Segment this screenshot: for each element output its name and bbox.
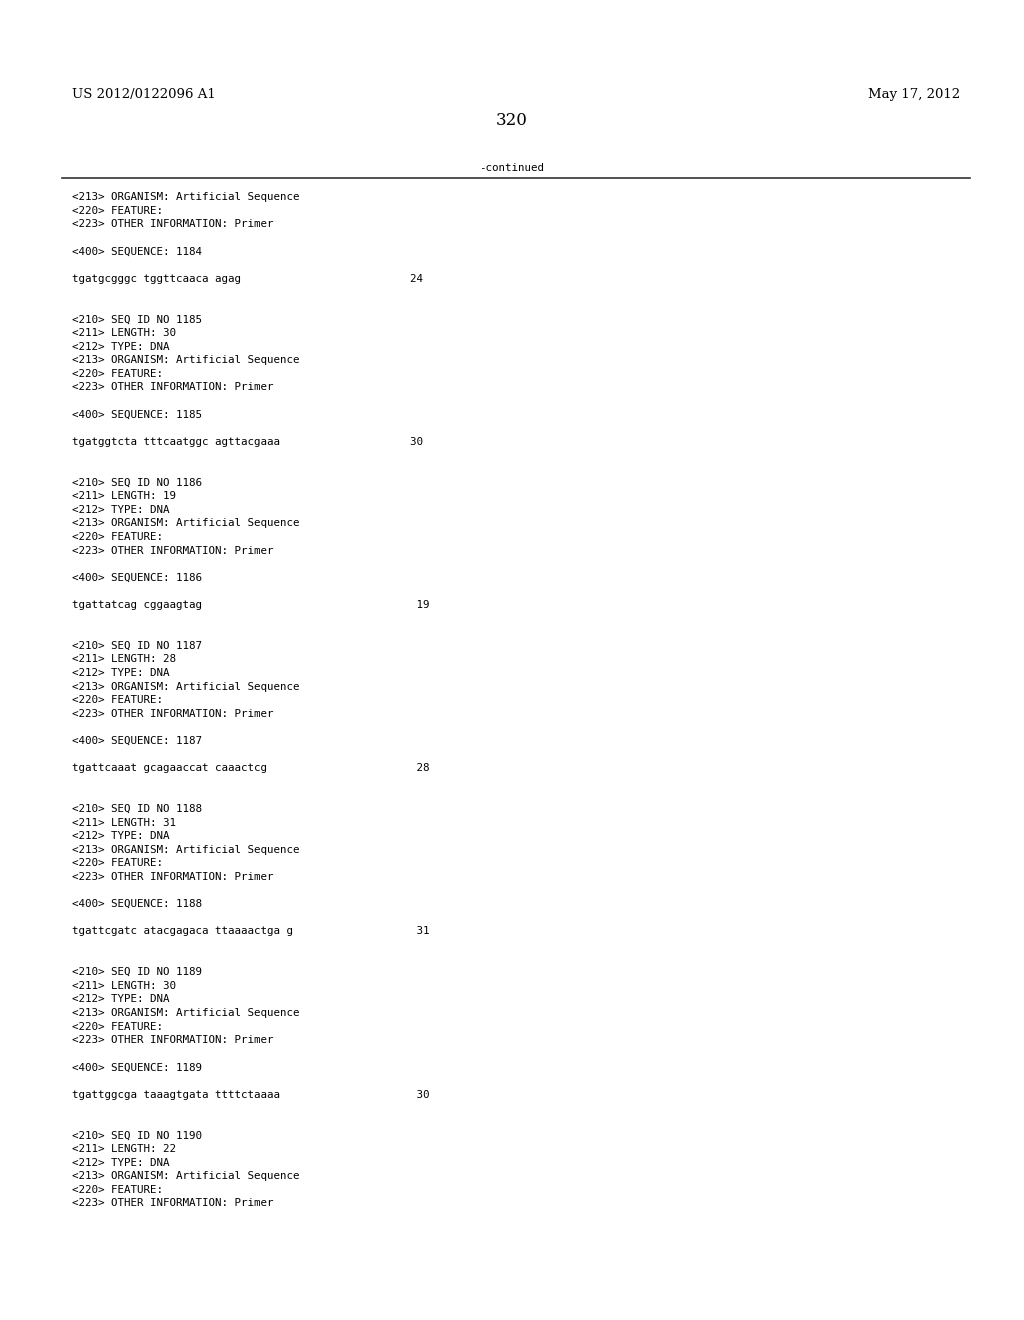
- Text: <220> FEATURE:: <220> FEATURE:: [72, 858, 163, 869]
- Text: -continued: -continued: [479, 162, 545, 173]
- Text: <212> TYPE: DNA: <212> TYPE: DNA: [72, 832, 170, 841]
- Text: <223> OTHER INFORMATION: Primer: <223> OTHER INFORMATION: Primer: [72, 1199, 273, 1208]
- Text: <211> LENGTH: 31: <211> LENGTH: 31: [72, 817, 176, 828]
- Text: <220> FEATURE:: <220> FEATURE:: [72, 532, 163, 543]
- Text: <212> TYPE: DNA: <212> TYPE: DNA: [72, 994, 170, 1005]
- Text: <212> TYPE: DNA: <212> TYPE: DNA: [72, 342, 170, 351]
- Text: May 17, 2012: May 17, 2012: [868, 88, 961, 102]
- Text: <213> ORGANISM: Artificial Sequence: <213> ORGANISM: Artificial Sequence: [72, 191, 299, 202]
- Text: <213> ORGANISM: Artificial Sequence: <213> ORGANISM: Artificial Sequence: [72, 1008, 299, 1018]
- Text: <400> SEQUENCE: 1184: <400> SEQUENCE: 1184: [72, 247, 202, 256]
- Text: <210> SEQ ID NO 1187: <210> SEQ ID NO 1187: [72, 640, 202, 651]
- Text: <223> OTHER INFORMATION: Primer: <223> OTHER INFORMATION: Primer: [72, 545, 273, 556]
- Text: tgattcgatc atacgagaca ttaaaactga g                   31: tgattcgatc atacgagaca ttaaaactga g 31: [72, 927, 429, 936]
- Text: <400> SEQUENCE: 1186: <400> SEQUENCE: 1186: [72, 573, 202, 583]
- Text: <220> FEATURE:: <220> FEATURE:: [72, 1185, 163, 1195]
- Text: tgatgcgggc tggttcaaca agag                          24: tgatgcgggc tggttcaaca agag 24: [72, 273, 423, 284]
- Text: <211> LENGTH: 30: <211> LENGTH: 30: [72, 981, 176, 991]
- Text: <220> FEATURE:: <220> FEATURE:: [72, 368, 163, 379]
- Text: <210> SEQ ID NO 1186: <210> SEQ ID NO 1186: [72, 478, 202, 487]
- Text: <400> SEQUENCE: 1188: <400> SEQUENCE: 1188: [72, 899, 202, 909]
- Text: tgattcaaat gcagaaccat caaactcg                       28: tgattcaaat gcagaaccat caaactcg 28: [72, 763, 429, 774]
- Text: <220> FEATURE:: <220> FEATURE:: [72, 696, 163, 705]
- Text: <210> SEQ ID NO 1185: <210> SEQ ID NO 1185: [72, 314, 202, 325]
- Text: <400> SEQUENCE: 1187: <400> SEQUENCE: 1187: [72, 737, 202, 746]
- Text: <211> LENGTH: 19: <211> LENGTH: 19: [72, 491, 176, 502]
- Text: US 2012/0122096 A1: US 2012/0122096 A1: [72, 88, 216, 102]
- Text: <223> OTHER INFORMATION: Primer: <223> OTHER INFORMATION: Primer: [72, 709, 273, 719]
- Text: tgatggtcta tttcaatggc agttacgaaa                    30: tgatggtcta tttcaatggc agttacgaaa 30: [72, 437, 423, 446]
- Text: <210> SEQ ID NO 1188: <210> SEQ ID NO 1188: [72, 804, 202, 814]
- Text: 320: 320: [496, 112, 528, 129]
- Text: <213> ORGANISM: Artificial Sequence: <213> ORGANISM: Artificial Sequence: [72, 355, 299, 366]
- Text: <211> LENGTH: 22: <211> LENGTH: 22: [72, 1144, 176, 1154]
- Text: tgattatcag cggaagtag                                 19: tgattatcag cggaagtag 19: [72, 601, 429, 610]
- Text: <213> ORGANISM: Artificial Sequence: <213> ORGANISM: Artificial Sequence: [72, 845, 299, 855]
- Text: <211> LENGTH: 28: <211> LENGTH: 28: [72, 655, 176, 664]
- Text: <212> TYPE: DNA: <212> TYPE: DNA: [72, 668, 170, 678]
- Text: tgattggcga taaagtgata ttttctaaaa                     30: tgattggcga taaagtgata ttttctaaaa 30: [72, 1089, 429, 1100]
- Text: <400> SEQUENCE: 1185: <400> SEQUENCE: 1185: [72, 409, 202, 420]
- Text: <213> ORGANISM: Artificial Sequence: <213> ORGANISM: Artificial Sequence: [72, 519, 299, 528]
- Text: <220> FEATURE:: <220> FEATURE:: [72, 206, 163, 215]
- Text: <223> OTHER INFORMATION: Primer: <223> OTHER INFORMATION: Primer: [72, 219, 273, 230]
- Text: <212> TYPE: DNA: <212> TYPE: DNA: [72, 504, 170, 515]
- Text: <210> SEQ ID NO 1190: <210> SEQ ID NO 1190: [72, 1130, 202, 1140]
- Text: <223> OTHER INFORMATION: Primer: <223> OTHER INFORMATION: Primer: [72, 383, 273, 392]
- Text: <213> ORGANISM: Artificial Sequence: <213> ORGANISM: Artificial Sequence: [72, 681, 299, 692]
- Text: <213> ORGANISM: Artificial Sequence: <213> ORGANISM: Artificial Sequence: [72, 1171, 299, 1181]
- Text: <223> OTHER INFORMATION: Primer: <223> OTHER INFORMATION: Primer: [72, 1035, 273, 1045]
- Text: <211> LENGTH: 30: <211> LENGTH: 30: [72, 327, 176, 338]
- Text: <212> TYPE: DNA: <212> TYPE: DNA: [72, 1158, 170, 1168]
- Text: <400> SEQUENCE: 1189: <400> SEQUENCE: 1189: [72, 1063, 202, 1072]
- Text: <223> OTHER INFORMATION: Primer: <223> OTHER INFORMATION: Primer: [72, 873, 273, 882]
- Text: <210> SEQ ID NO 1189: <210> SEQ ID NO 1189: [72, 968, 202, 977]
- Text: <220> FEATURE:: <220> FEATURE:: [72, 1022, 163, 1032]
